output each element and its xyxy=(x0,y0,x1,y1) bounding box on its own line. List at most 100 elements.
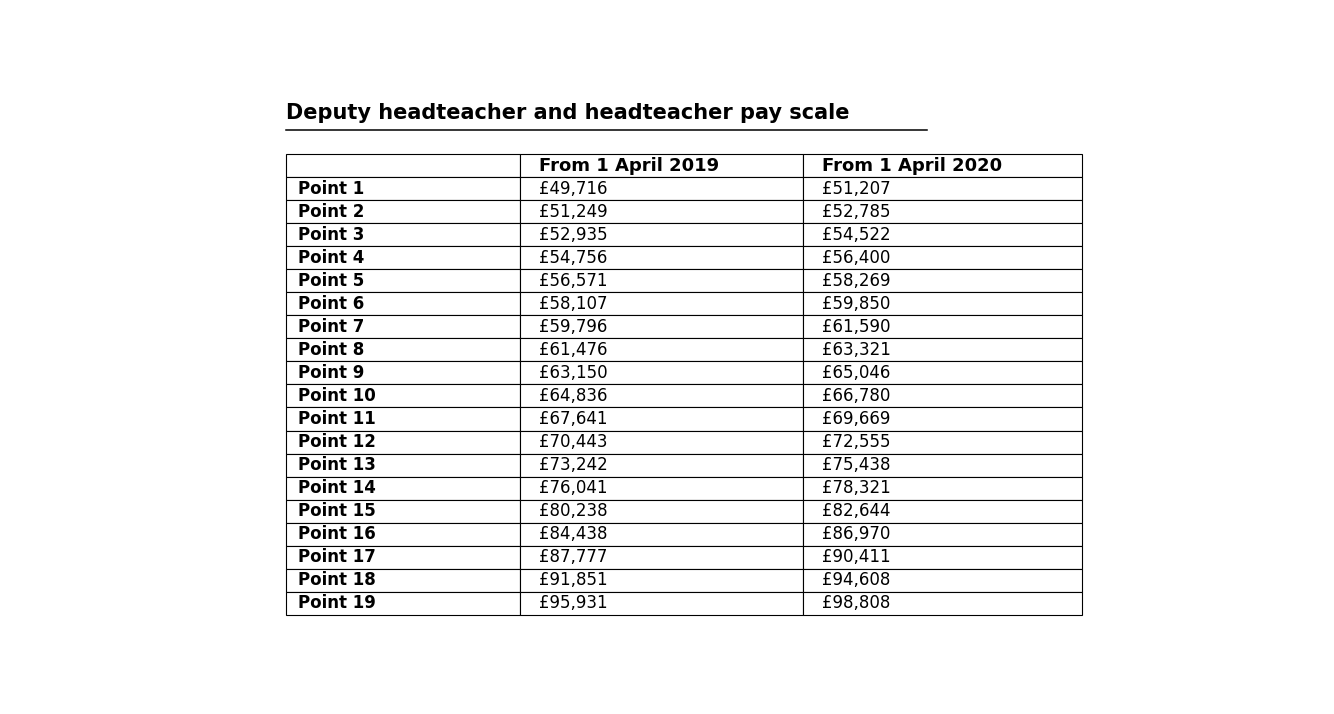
Text: £63,150: £63,150 xyxy=(539,364,608,382)
Text: £95,931: £95,931 xyxy=(539,594,608,612)
Bar xyxy=(803,568,1082,592)
Bar xyxy=(285,523,520,545)
Text: £70,443: £70,443 xyxy=(539,433,607,451)
Text: £66,780: £66,780 xyxy=(822,387,890,405)
Bar xyxy=(520,476,803,500)
Bar xyxy=(285,453,520,476)
Bar xyxy=(520,361,803,384)
Bar xyxy=(285,592,520,615)
Bar xyxy=(520,316,803,338)
Text: £56,400: £56,400 xyxy=(822,249,890,267)
Bar xyxy=(285,269,520,293)
Bar xyxy=(285,545,520,568)
Text: £73,242: £73,242 xyxy=(539,456,608,474)
Bar xyxy=(803,201,1082,223)
Bar xyxy=(285,361,520,384)
Bar xyxy=(285,201,520,223)
Text: £94,608: £94,608 xyxy=(822,571,890,589)
Bar xyxy=(803,269,1082,293)
Text: Point 13: Point 13 xyxy=(297,456,376,474)
Bar xyxy=(285,293,520,316)
Bar xyxy=(285,223,520,246)
Text: £75,438: £75,438 xyxy=(822,456,890,474)
Bar xyxy=(520,500,803,523)
Bar xyxy=(285,338,520,361)
Text: Point 6: Point 6 xyxy=(297,295,364,313)
Text: Point 1: Point 1 xyxy=(297,180,364,198)
Text: £82,644: £82,644 xyxy=(822,502,890,520)
Bar xyxy=(285,408,520,431)
Bar xyxy=(520,431,803,453)
Text: £59,796: £59,796 xyxy=(539,318,607,336)
Bar xyxy=(803,338,1082,361)
Bar xyxy=(520,568,803,592)
Bar xyxy=(803,476,1082,500)
Bar xyxy=(520,154,803,177)
Bar xyxy=(520,523,803,545)
Text: Point 17: Point 17 xyxy=(297,548,376,566)
Bar xyxy=(285,154,520,177)
Text: From 1 April 2020: From 1 April 2020 xyxy=(822,157,1002,175)
Text: £51,207: £51,207 xyxy=(822,180,890,198)
Text: £98,808: £98,808 xyxy=(822,594,890,612)
Bar xyxy=(803,154,1082,177)
Text: £72,555: £72,555 xyxy=(822,433,890,451)
Bar xyxy=(285,246,520,269)
Bar xyxy=(520,269,803,293)
Text: From 1 April 2019: From 1 April 2019 xyxy=(539,157,719,175)
Text: Point 18: Point 18 xyxy=(297,571,376,589)
Text: £87,777: £87,777 xyxy=(539,548,607,566)
Text: Point 12: Point 12 xyxy=(297,433,376,451)
Bar xyxy=(803,408,1082,431)
Text: £90,411: £90,411 xyxy=(822,548,890,566)
Text: £54,756: £54,756 xyxy=(539,249,607,267)
Text: £67,641: £67,641 xyxy=(539,410,607,428)
Text: £51,249: £51,249 xyxy=(539,203,608,221)
Bar xyxy=(285,500,520,523)
Text: £49,716: £49,716 xyxy=(539,180,607,198)
Text: £91,851: £91,851 xyxy=(539,571,608,589)
Text: £65,046: £65,046 xyxy=(822,364,890,382)
Bar xyxy=(285,177,520,201)
Text: £58,269: £58,269 xyxy=(822,272,890,290)
Bar xyxy=(285,568,520,592)
Text: Point 11: Point 11 xyxy=(297,410,376,428)
Bar xyxy=(520,408,803,431)
Bar xyxy=(520,223,803,246)
Bar xyxy=(803,500,1082,523)
Bar xyxy=(803,223,1082,246)
Bar xyxy=(803,361,1082,384)
Text: £76,041: £76,041 xyxy=(539,479,607,497)
Bar xyxy=(520,592,803,615)
Text: £78,321: £78,321 xyxy=(822,479,890,497)
Text: £58,107: £58,107 xyxy=(539,295,607,313)
Text: Point 2: Point 2 xyxy=(297,203,364,221)
Bar xyxy=(803,545,1082,568)
Text: Deputy headteacher and headteacher pay scale: Deputy headteacher and headteacher pay s… xyxy=(285,104,850,124)
Bar xyxy=(803,523,1082,545)
Text: Point 15: Point 15 xyxy=(297,502,376,520)
Text: Point 5: Point 5 xyxy=(297,272,364,290)
Bar xyxy=(803,431,1082,453)
Bar xyxy=(285,431,520,453)
Text: £63,321: £63,321 xyxy=(822,341,891,359)
Text: Point 3: Point 3 xyxy=(297,226,364,244)
Text: Point 16: Point 16 xyxy=(297,525,376,543)
Text: £61,476: £61,476 xyxy=(539,341,607,359)
Bar xyxy=(520,177,803,201)
Bar xyxy=(520,545,803,568)
Text: £56,571: £56,571 xyxy=(539,272,607,290)
Bar xyxy=(803,246,1082,269)
Text: Point 8: Point 8 xyxy=(297,341,364,359)
Bar xyxy=(285,476,520,500)
Bar xyxy=(520,453,803,476)
Text: £59,850: £59,850 xyxy=(822,295,890,313)
Bar xyxy=(520,246,803,269)
Text: Point 4: Point 4 xyxy=(297,249,364,267)
Text: £69,669: £69,669 xyxy=(822,410,890,428)
Text: £52,935: £52,935 xyxy=(539,226,608,244)
Bar xyxy=(520,293,803,316)
Bar xyxy=(520,338,803,361)
Text: £86,970: £86,970 xyxy=(822,525,890,543)
Text: Point 7: Point 7 xyxy=(297,318,364,336)
